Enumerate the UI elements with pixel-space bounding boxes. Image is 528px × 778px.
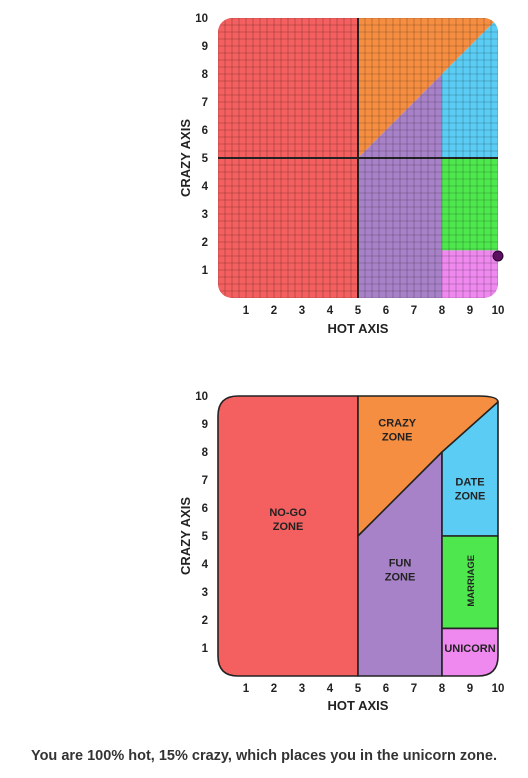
x-tick-label: 4 bbox=[327, 683, 334, 695]
y-tick-label: 1 bbox=[202, 265, 209, 277]
zone-label-date: DATE ZONE bbox=[455, 476, 486, 502]
x-axis-label: HOT AXIS bbox=[328, 321, 389, 336]
x-tick-label: 1 bbox=[243, 683, 250, 695]
y-tick-label: 3 bbox=[202, 209, 208, 221]
y-tick-label: 4 bbox=[202, 559, 209, 571]
zone-label-fun: FUN ZONE bbox=[385, 558, 416, 584]
x-tick-label: 9 bbox=[467, 683, 473, 695]
data-point bbox=[492, 250, 504, 262]
zone-label-nogo: NO-GO ZONE bbox=[269, 507, 307, 533]
zone-nogo bbox=[217, 395, 359, 677]
y-tick-label: 1 bbox=[202, 643, 209, 655]
y-tick-label: 6 bbox=[202, 503, 208, 515]
y-tick-label: 4 bbox=[202, 181, 209, 193]
zone-label-marriage: MARRIAGE bbox=[466, 555, 477, 607]
y-tick-label: 8 bbox=[202, 447, 209, 459]
x-tick-label: 8 bbox=[439, 305, 446, 317]
x-tick-label: 2 bbox=[271, 683, 277, 695]
x-tick-label: 5 bbox=[355, 683, 362, 695]
y-tick-label: 9 bbox=[202, 41, 208, 53]
x-tick-label: 5 bbox=[355, 305, 362, 317]
x-tick-label: 1 bbox=[243, 305, 250, 317]
zone-fun bbox=[358, 74, 442, 298]
x-tick-label: 10 bbox=[492, 683, 505, 695]
x-tick-label: 7 bbox=[411, 305, 417, 317]
zone-label-unicorn: UNICORN bbox=[444, 643, 495, 655]
y-axis-label: CRAZY AXIS bbox=[178, 119, 193, 197]
y-tick-label: 2 bbox=[202, 615, 208, 627]
x-tick-label: 7 bbox=[411, 683, 417, 695]
x-tick-label: 4 bbox=[327, 305, 334, 317]
y-tick-label: 3 bbox=[202, 587, 208, 599]
x-tick-label: 8 bbox=[439, 683, 446, 695]
x-tick-label: 6 bbox=[383, 305, 389, 317]
y-tick-label: 10 bbox=[195, 13, 208, 25]
zone-label-crazy: CRAZY ZONE bbox=[378, 418, 417, 444]
x-tick-label: 6 bbox=[383, 683, 389, 695]
zone-date bbox=[442, 18, 498, 158]
y-tick-label: 5 bbox=[202, 153, 209, 165]
x-tick-label: 3 bbox=[299, 305, 305, 317]
scatter-chart: 1 2 3 4 5 6 7 8 9 10 1 2 3 4 5 6 7 8 9 10 HOT AXIS CRAZY AX… bbox=[178, 13, 505, 336]
y-tick-label: 7 bbox=[202, 97, 208, 109]
y-tick-label: 10 bbox=[195, 391, 208, 403]
zone-marriage bbox=[442, 158, 498, 251]
y-tick-label: 6 bbox=[202, 125, 208, 137]
x-tick-label: 9 bbox=[467, 305, 473, 317]
zone-unicorn bbox=[442, 250, 498, 298]
zone-unicorn bbox=[441, 627, 499, 677]
y-tick-label: 7 bbox=[202, 475, 208, 487]
x-tick-label: 10 bbox=[492, 305, 505, 317]
y-tick-label: 9 bbox=[202, 419, 208, 431]
x-axis-label: HOT AXIS bbox=[328, 698, 389, 713]
y-tick-label: 2 bbox=[202, 237, 208, 249]
y-tick-label: 5 bbox=[202, 531, 209, 543]
x-tick-label: 2 bbox=[271, 305, 277, 317]
y-tick-label: 8 bbox=[202, 69, 209, 81]
zones-chart: NO-GO ZONE CRAZY ZONE FUN ZONE DATE ZONE MARRIAG… bbox=[178, 391, 505, 713]
y-axis-label: CRAZY AXIS bbox=[178, 497, 193, 575]
result-text: You are 100% hot, 15% crazy, which place… bbox=[30, 748, 497, 764]
x-tick-label: 3 bbox=[299, 683, 305, 695]
